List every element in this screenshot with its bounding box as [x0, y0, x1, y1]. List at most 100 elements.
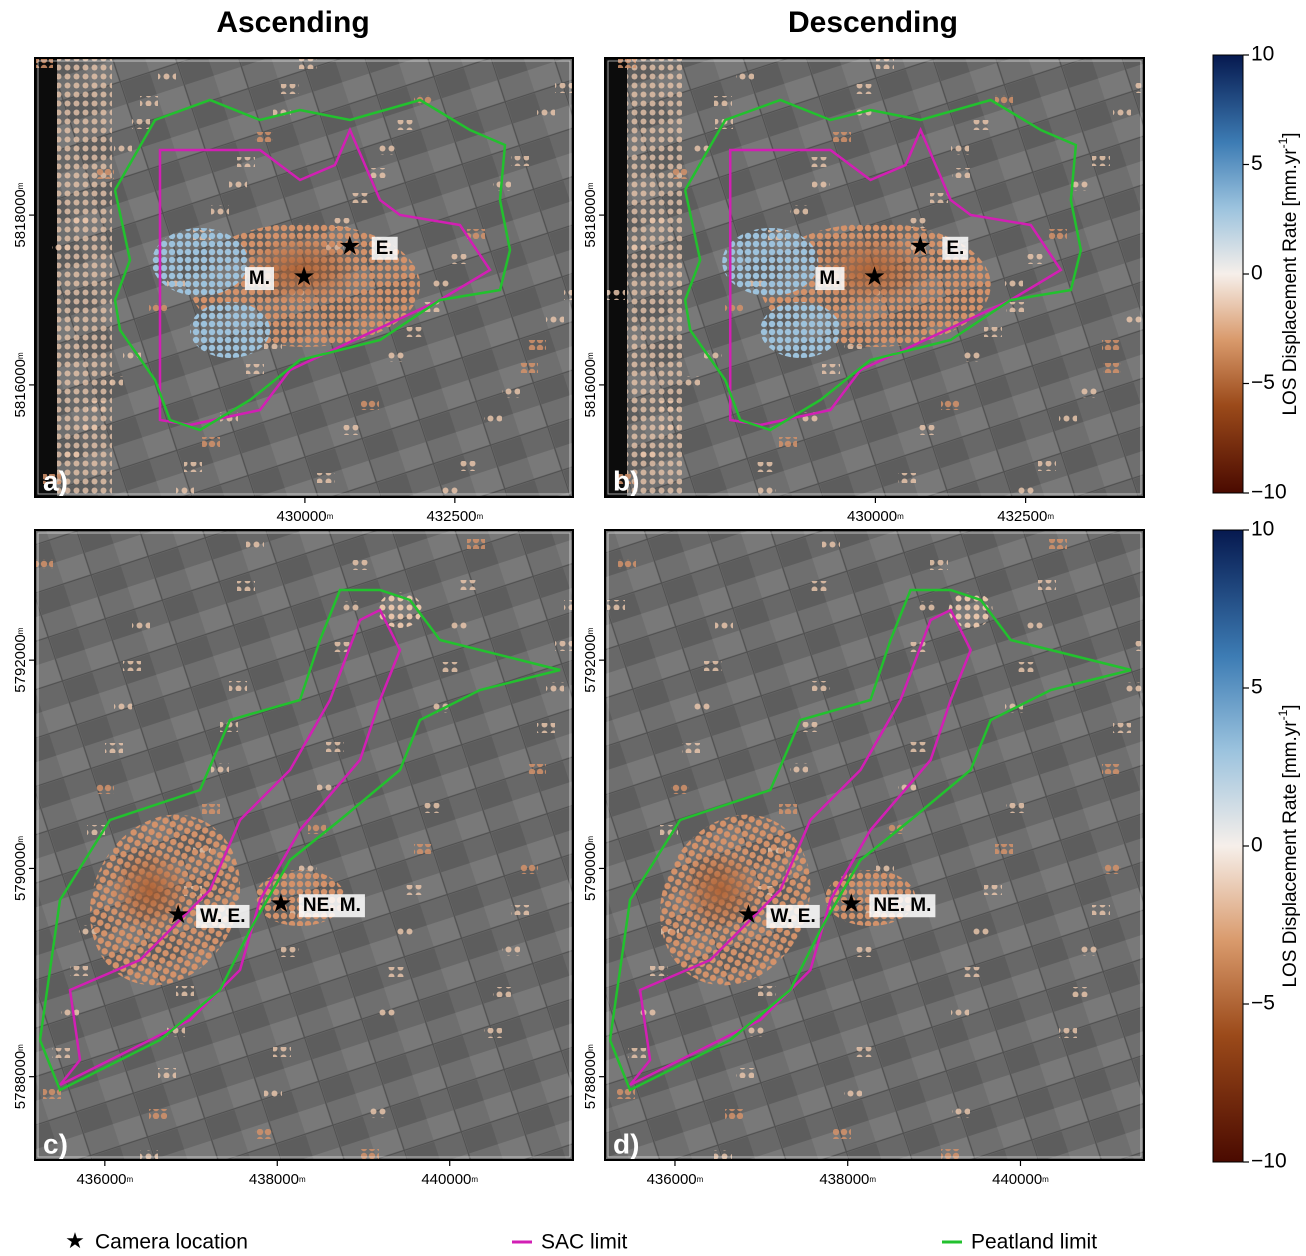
scatter-patch [105, 376, 123, 386]
x-tick-label: 438000m [819, 1171, 876, 1188]
scatter-patch [607, 600, 625, 610]
scatter-patch [1038, 461, 1056, 471]
scatter-patch [176, 986, 194, 996]
scatter-patch [431, 279, 449, 289]
label-end: ] [1280, 132, 1301, 137]
scatter-patch [264, 1088, 282, 1098]
colorbar-tick-label: 5 [1251, 152, 1263, 175]
scatter-patch [246, 540, 264, 550]
scatter-patch [811, 581, 829, 591]
label-sup: -1 [1276, 709, 1290, 720]
colorbar [1213, 55, 1243, 493]
scatter-patch [909, 742, 927, 752]
scatter-patch [908, 642, 926, 652]
scatter-patch [52, 1048, 70, 1058]
scatter-patch [61, 449, 79, 459]
label-end: ] [1280, 704, 1301, 709]
y-tick-label: 5816000m [12, 352, 29, 417]
scatter-patch [822, 540, 840, 550]
tick-unit: m [477, 512, 484, 521]
tick-number: 5818000 [12, 189, 29, 247]
scatter-patch [114, 144, 132, 154]
scatter-patch [132, 620, 150, 630]
tick-number: 5790000 [582, 843, 599, 901]
scatter-patch [229, 180, 247, 190]
scatter-patch [484, 413, 502, 423]
camera-label: W. E. [770, 906, 815, 927]
scatter-patch [484, 1028, 502, 1038]
scatter-patch [202, 804, 220, 814]
scatter-patch [273, 1047, 291, 1057]
scatter-patch [811, 157, 829, 167]
deformation-area [760, 302, 840, 358]
tick-unit: m [1047, 512, 1054, 521]
scatter-patch [779, 804, 797, 814]
scatter-patch [511, 905, 529, 915]
scatter-patch [1102, 340, 1120, 350]
camera-star: ★ [166, 899, 189, 929]
scatter-patch [854, 947, 872, 957]
scatter-patch [449, 621, 467, 631]
scatter-patch [370, 168, 388, 178]
scatter-patch [1113, 723, 1131, 733]
scatter-patch [449, 254, 467, 264]
scatter-patch [1049, 229, 1067, 239]
scatter-patch [951, 145, 969, 155]
scatter-patch [962, 967, 980, 977]
scatter-patch [1081, 388, 1099, 398]
scatter-patch [790, 205, 808, 215]
scatter-patch [812, 180, 830, 190]
map-panel: ★W. E.★NE. M.d) [605, 530, 1153, 1160]
scatter-patch [123, 661, 141, 671]
scatter-patch [149, 1109, 167, 1119]
scatter-patch [628, 1048, 646, 1058]
scatter-patch [396, 926, 414, 936]
x-tick-label: 440000m [992, 1171, 1049, 1188]
colorbar-tick-label: −5 [1251, 992, 1275, 1015]
scatter-patch [725, 303, 743, 313]
scatter-patch [1027, 254, 1045, 264]
tick-unit: m [586, 836, 595, 843]
scatter-patch [639, 449, 657, 459]
scatter-patch [736, 1068, 754, 1078]
scatter-patch [962, 352, 980, 362]
scatter-patch [520, 864, 538, 874]
camera-label: NE. M. [873, 895, 931, 916]
scatter-patch [1059, 1028, 1077, 1038]
scatter-patch [1038, 580, 1056, 590]
scatter-patch [952, 168, 970, 178]
legend-label: Camera location [95, 1231, 248, 1254]
x-tick-label: 440000m [421, 1171, 478, 1188]
scatter-patch [833, 132, 851, 142]
scatter-patch [1070, 987, 1088, 997]
scatter-patch [440, 662, 458, 672]
scatter-patch [714, 1150, 732, 1160]
tick-unit: m [586, 627, 595, 634]
legend-star: ★ [65, 1228, 85, 1253]
scatter-patch [973, 120, 991, 130]
map-panel: ★W. E.★NE. M.c) [35, 530, 582, 1160]
scatter-patch [79, 424, 97, 434]
scatter-patch [725, 1109, 743, 1119]
camera-label: M. [819, 268, 840, 289]
scatter-patch [255, 1129, 273, 1139]
colorbar [1213, 530, 1243, 1162]
scatter-patch [378, 145, 396, 155]
scatter-patch [237, 157, 255, 167]
panel-label: a) [43, 465, 68, 496]
camera-star: ★ [909, 231, 932, 261]
y-tick-label: 5790000m [12, 836, 29, 901]
scatter-patch [919, 425, 937, 435]
colorbar-tick-label: 0 [1251, 262, 1263, 285]
scatter-patch [661, 424, 679, 434]
scatter-patch [229, 681, 247, 691]
tick-number: 436000 [76, 1171, 126, 1188]
scatter-patch [650, 217, 668, 227]
tick-number: 440000 [421, 1171, 471, 1188]
tick-number: 438000 [819, 1171, 869, 1188]
tick-unit: m [16, 352, 25, 359]
colorbar-tick-label: −10 [1251, 1150, 1287, 1173]
scatter-patch [1006, 302, 1024, 312]
scatter-patch [714, 96, 732, 106]
scatter-patch [520, 363, 538, 373]
